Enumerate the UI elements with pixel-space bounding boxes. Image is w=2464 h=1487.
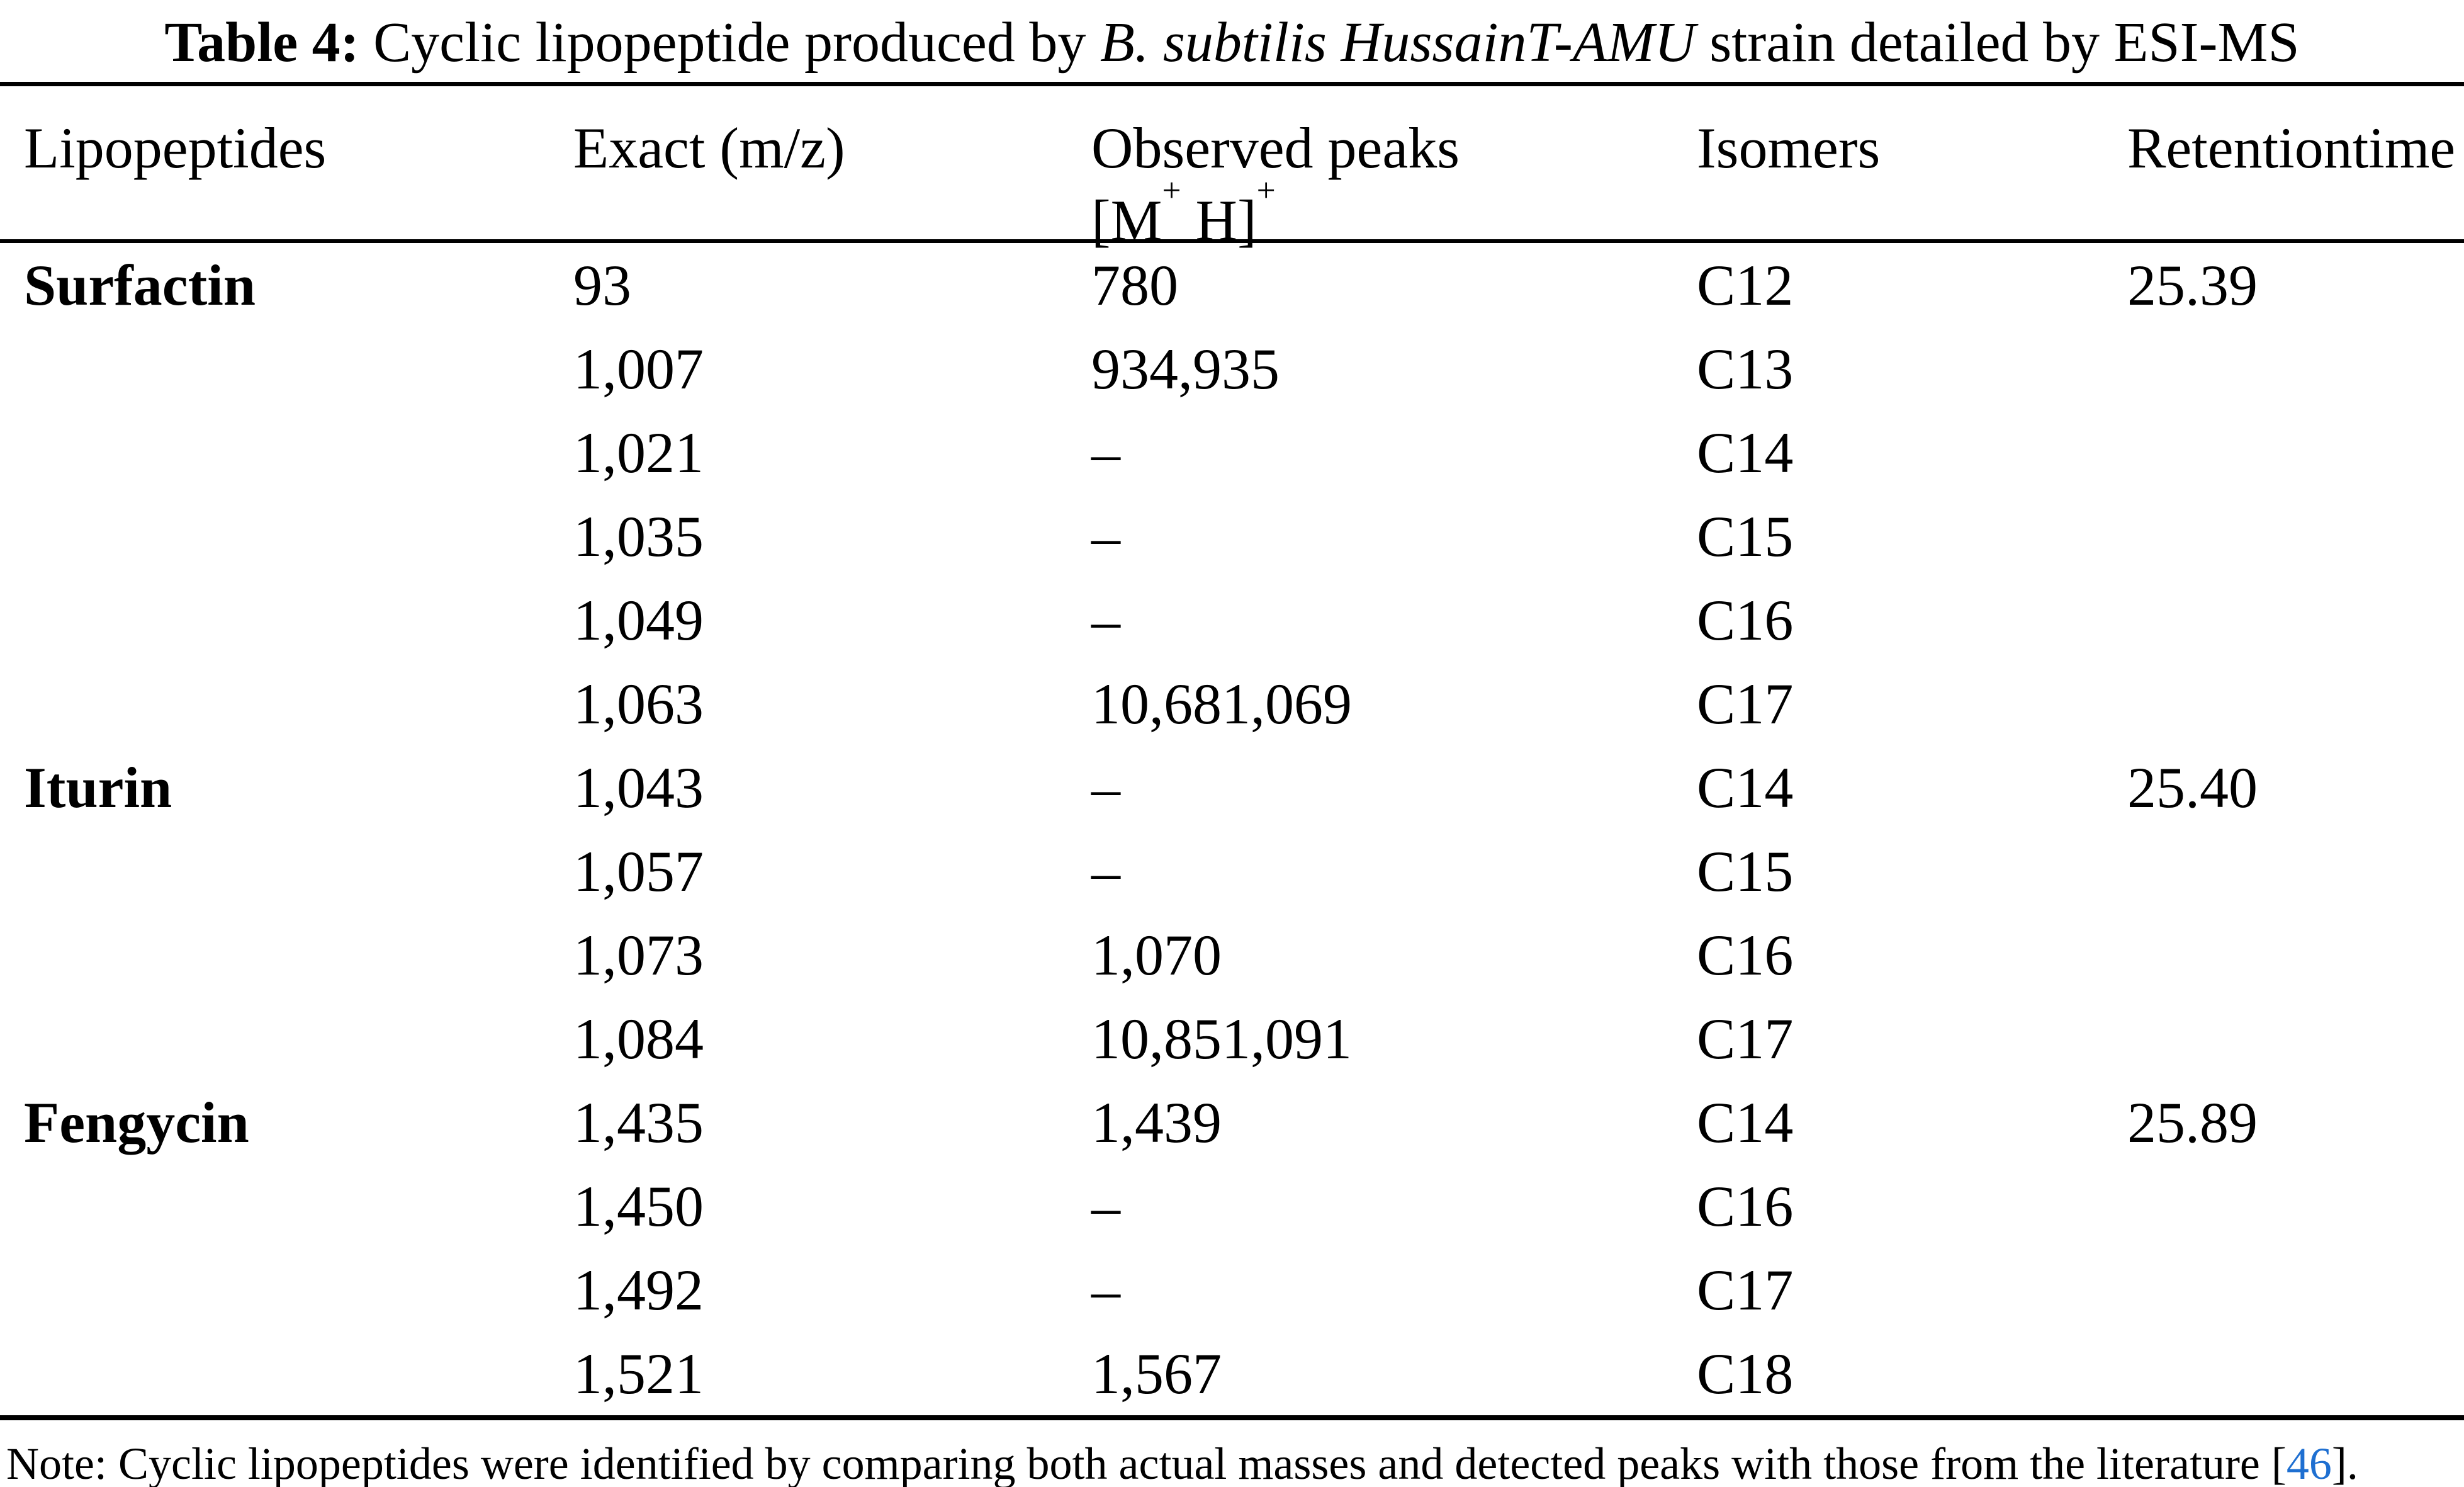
reference-link-46[interactable]: 46	[2286, 1439, 2332, 1487]
table-caption: Table 4: Cyclic lipopeptide produced by …	[0, 0, 2464, 82]
footnote-text-post: ].	[2331, 1439, 2358, 1487]
cell-isomer: C14	[1697, 1090, 1794, 1155]
table-row: 1,073 1,070 C16	[0, 913, 2464, 997]
table-row: 1,057 – C15	[0, 829, 2464, 913]
cell-observed-peaks: 1,070	[1091, 922, 1222, 987]
cell-exact-mz: 1,007	[573, 336, 704, 401]
cell-lipopeptide: Surfactin	[24, 252, 256, 317]
cell-observed-peaks: 1,567	[1091, 1341, 1222, 1406]
mh-bracket-h: H]	[1181, 188, 1257, 253]
cell-observed-peaks: –	[1091, 1173, 1120, 1238]
cell-exact-mz: 1,021	[573, 420, 704, 485]
cell-exact-mz: 1,084	[573, 1006, 704, 1071]
table-row: 1,492 – C17	[0, 1248, 2464, 1332]
table-header-rule	[0, 239, 2464, 243]
column-header-observed-peaks: Observed peaks [M+ H]+	[1091, 116, 1697, 252]
cell-isomer: C16	[1697, 922, 1794, 987]
footnote-text-pre: Note: Cyclic lipopeptides were identifie…	[6, 1439, 2287, 1487]
table-caption-species: B. subtilis HussainT-AMU	[1100, 11, 1696, 74]
table-row: 1,063 10,681,069 C17	[0, 662, 2464, 745]
cell-observed-peaks: 934,935	[1091, 336, 1280, 401]
cell-observed-peaks: –	[1091, 755, 1120, 820]
cell-isomer: C12	[1697, 252, 1794, 317]
cell-isomer: C17	[1697, 1006, 1794, 1071]
cell-isomer: C18	[1697, 1341, 1794, 1406]
column-header-lipopeptides: Lipopeptides	[24, 116, 327, 180]
cell-isomer: C15	[1697, 504, 1794, 568]
table-footnote: Note: Cyclic lipopeptides were identifie…	[0, 1420, 2464, 1487]
cell-exact-mz: 93	[573, 252, 631, 317]
cell-isomer: C17	[1697, 1257, 1794, 1322]
table-bottom-rule	[0, 1415, 2464, 1420]
table-row: 1,007 934,935 C13	[0, 327, 2464, 410]
cell-retentiontime: 25.39	[2127, 252, 2258, 317]
cell-observed-peaks: 1,439	[1091, 1090, 1222, 1155]
cell-exact-mz: 1,049	[573, 587, 704, 652]
cell-retentiontime: 25.89	[2127, 1090, 2258, 1155]
column-header-isomers: Isomers	[1697, 116, 1881, 180]
mh-bracket-m: [M	[1091, 188, 1162, 253]
table-row: Surfactin 93 780 C12 25.39	[0, 243, 2464, 327]
cell-exact-mz: 1,073	[573, 922, 704, 987]
table-header-row: Lipopeptides Exact (m/z) Observed peaks …	[0, 86, 2464, 252]
table-top-rule	[0, 82, 2464, 86]
cell-observed-peaks: 780	[1091, 252, 1178, 317]
cell-observed-peaks: 10,681,069	[1091, 671, 1352, 736]
cell-lipopeptide: Iturin	[24, 755, 172, 820]
cell-observed-peaks: –	[1091, 504, 1120, 568]
observed-peaks-line1: Observed peaks	[1091, 116, 1460, 180]
cell-isomer: C16	[1697, 587, 1794, 652]
table-caption-text-post: strain detailed by ESI-MS	[1695, 11, 2300, 74]
table-row: 1,450 – C16	[0, 1164, 2464, 1248]
cell-lipopeptide: Fengycin	[24, 1090, 249, 1155]
mh-superscript-plus-2: +	[1256, 171, 1276, 210]
cell-exact-mz: 1,057	[573, 839, 704, 903]
table-row: Iturin 1,043 – C14 25.40	[0, 745, 2464, 829]
cell-observed-peaks: –	[1091, 420, 1120, 485]
cell-exact-mz: 1,035	[573, 504, 704, 568]
cell-observed-peaks: 10,851,091	[1091, 1006, 1352, 1071]
cell-exact-mz: 1,043	[573, 755, 704, 820]
cell-isomer: C14	[1697, 420, 1794, 485]
table-row: 1,521 1,567 C18	[0, 1332, 2464, 1415]
cell-observed-peaks: –	[1091, 587, 1120, 652]
cell-observed-peaks: –	[1091, 839, 1120, 903]
cell-isomer: C14	[1697, 755, 1794, 820]
cell-isomer: C15	[1697, 839, 1794, 903]
table-row: 1,049 – C16	[0, 578, 2464, 662]
column-header-retentiontime: Retentiontime	[2127, 116, 2456, 180]
mh-superscript-plus-1: +	[1162, 171, 1181, 210]
cell-exact-mz: 1,492	[573, 1257, 704, 1322]
table-row: Fengycin 1,435 1,439 C14 25.89	[0, 1080, 2464, 1164]
cell-exact-mz: 1,521	[573, 1341, 704, 1406]
cell-observed-peaks: –	[1091, 1257, 1120, 1322]
observed-peaks-line2: [M+ H]+	[1091, 174, 1697, 253]
cell-isomer: C13	[1697, 336, 1794, 401]
table-row: 1,021 – C14	[0, 410, 2464, 494]
cell-isomer: C17	[1697, 671, 1794, 736]
table-row: 1,084 10,851,091 C17	[0, 997, 2464, 1080]
cell-retentiontime: 25.40	[2127, 755, 2258, 820]
column-header-exact-mz: Exact (m/z)	[573, 116, 845, 180]
table-row: 1,035 – C15	[0, 494, 2464, 578]
table-caption-text-pre: Cyclic lipopeptide produced by	[359, 11, 1100, 74]
cell-isomer: C16	[1697, 1173, 1794, 1238]
cell-exact-mz: 1,435	[573, 1090, 704, 1155]
table-body: Surfactin 93 780 C12 25.39 1,007 934,935…	[0, 243, 2464, 1415]
table-caption-label: Table 4:	[164, 11, 359, 74]
cell-exact-mz: 1,450	[573, 1173, 704, 1238]
cell-exact-mz: 1,063	[573, 671, 704, 736]
